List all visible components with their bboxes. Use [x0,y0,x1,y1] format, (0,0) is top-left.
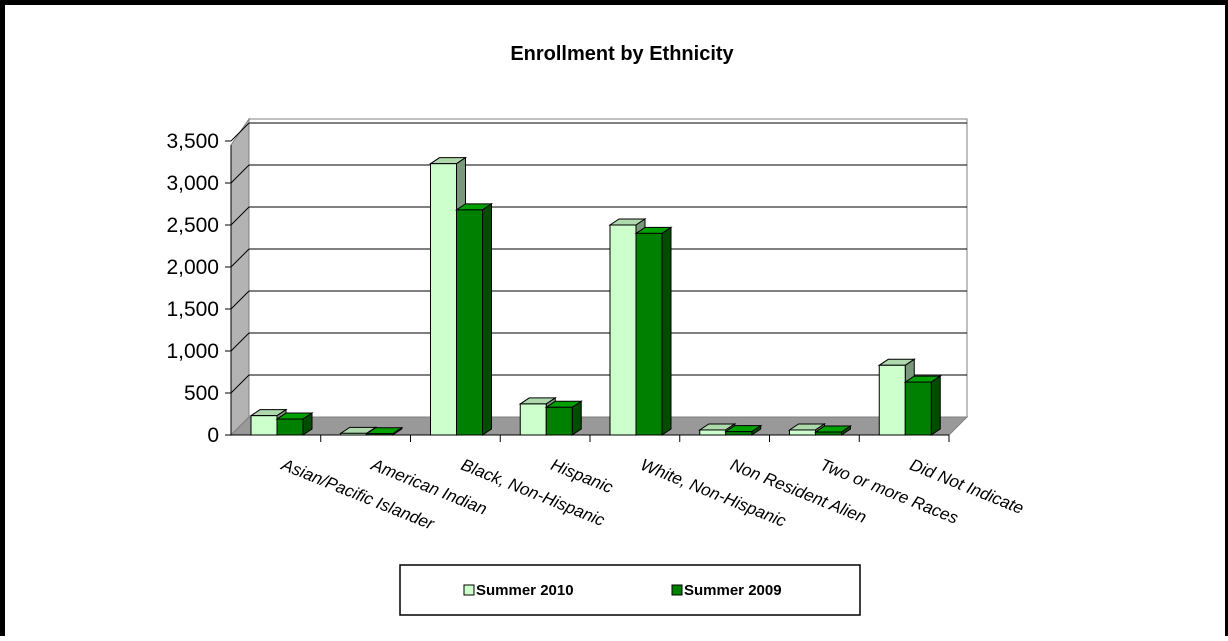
y-tick-label: 500 [184,382,219,405]
gridline-diagonal [230,164,250,184]
bar-summer-2010 [789,429,816,436]
y-tick-label: 2,500 [166,214,219,237]
bar-summer-2010 [250,415,278,436]
side-wall [230,117,250,437]
bar-summer-2010 [340,432,368,436]
plot-area: 0 500 1,000 1,500 2,000 2,500 3,000 3,500 Asian/… [166,117,1026,534]
legend-box [399,564,861,616]
y-tick-label: 2,000 [166,256,219,279]
bar-summer-2009 [904,381,932,436]
bar-summer-2009-side [482,202,492,436]
x-tick-label: Hispanic [548,455,616,497]
bar-summer-2009 [725,431,753,436]
bar-summer-2010 [699,429,727,436]
y-tick-label: 3,000 [166,172,219,195]
bar-summer-2009 [815,431,842,436]
legend-swatch-summer-2010 [463,584,475,596]
bar-summer-2010 [878,364,906,436]
bar-summer-2009-side [571,400,582,436]
bar-summer-2009 [545,406,573,436]
legend: Summer 2010 Summer 2009 [399,564,861,616]
bar-summer-2009 [456,209,483,436]
legend-label-summer-2009: Summer 2009 [684,582,782,599]
gridline-diagonal [230,332,250,352]
y-tick-label: 0 [207,424,219,447]
bar-summer-2010 [609,224,637,436]
y-tick-label: 1,000 [166,340,219,363]
gridline-diagonal [230,374,250,394]
bar-summer-2010 [519,403,547,436]
y-tick-label: 1,500 [166,298,219,321]
chart-area: Enrollment by Ethnicity 0 500 1,000 1,500 2,… [166,43,1026,616]
back-wall [248,118,968,418]
bar-summer-2009-side [930,375,941,436]
bar-summer-2009 [366,433,394,436]
x-tick-label: White, Non-Hispanic [638,455,789,531]
x-tick-label: Asian/Pacific Islander [278,455,438,534]
bar-summer-2009-side [661,226,672,436]
gridline-diagonal [230,290,250,310]
bar-summer-2010 [430,163,457,436]
bar-summer-2009 [635,232,663,436]
gridline-diagonal [230,122,250,142]
y-tick-label: 3,500 [166,130,219,153]
gridline-diagonal [230,248,250,268]
bar-summer-2009 [276,418,304,436]
chart-title: Enrollment by Ethnicity [510,43,734,65]
legend-swatch-summer-2009 [671,584,683,596]
legend-label-summer-2010: Summer 2010 [476,582,574,599]
gridline-diagonal [230,206,250,226]
